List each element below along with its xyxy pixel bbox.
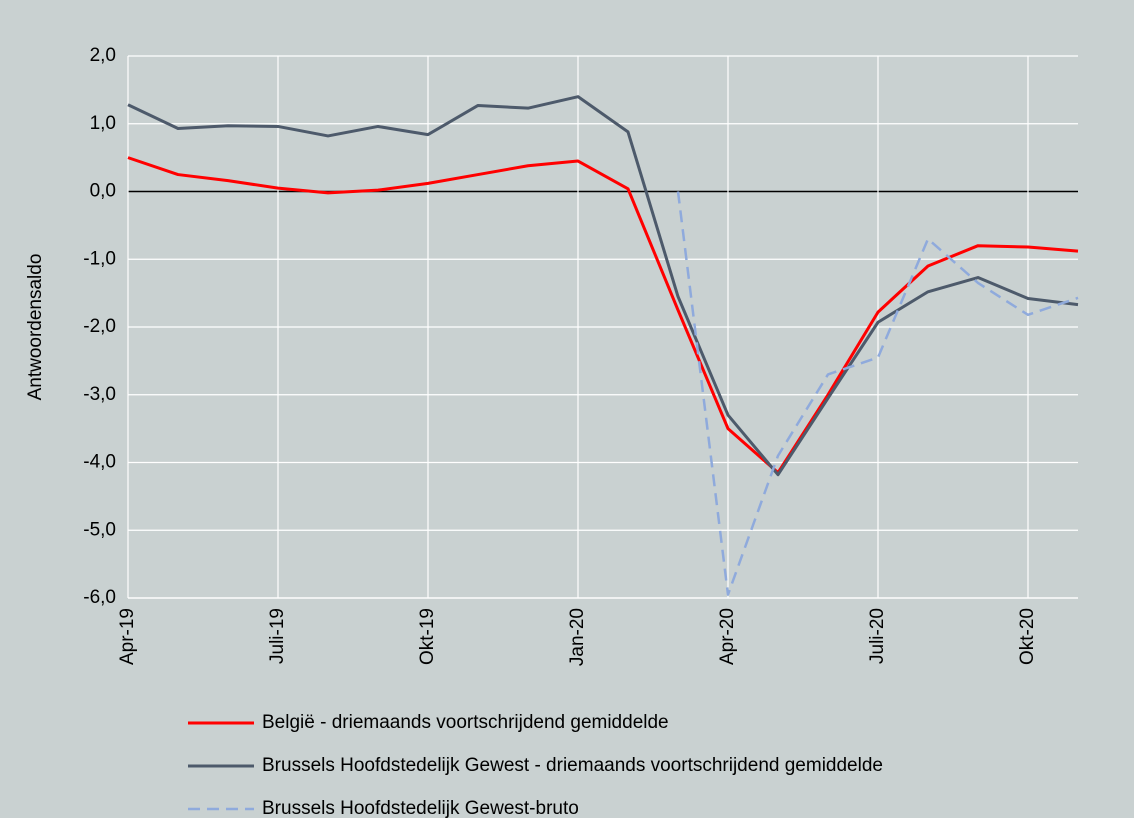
y-tick-label: 1,0	[90, 113, 116, 134]
x-tick-label: Apr-19	[117, 608, 138, 665]
x-tick-label: Okt-20	[1017, 608, 1038, 665]
y-tick-label: -5,0	[83, 519, 116, 540]
y-tick-label: -6,0	[83, 587, 116, 608]
y-axis-label: Antwoordensaldo	[25, 254, 46, 401]
x-tick-label: Apr-20	[717, 608, 738, 665]
x-tick-label: Jan-20	[567, 608, 588, 666]
series-line	[676, 191, 1079, 596]
x-tick-label: Okt-19	[417, 608, 438, 665]
x-tick-label: Juli-19	[267, 608, 288, 664]
series-line	[127, 156, 1079, 475]
legend-label: Brussels Hoofdstedelijk Gewest - driemaa…	[262, 755, 883, 776]
y-tick-label: 0,0	[90, 181, 116, 202]
y-tick-label: 2,0	[90, 45, 116, 66]
y-tick-label: -4,0	[83, 452, 116, 473]
legend-label: Brussels Hoofdstedelijk Gewest-bruto	[262, 798, 579, 818]
series-line	[127, 95, 1079, 477]
y-tick-label: -3,0	[83, 384, 116, 405]
y-tick-label: -1,0	[83, 248, 116, 269]
x-tick-label: Juli-20	[867, 608, 888, 664]
y-tick-label: -2,0	[83, 316, 116, 337]
legend-label: België - driemaands voortschrijdend gemi…	[262, 712, 669, 733]
